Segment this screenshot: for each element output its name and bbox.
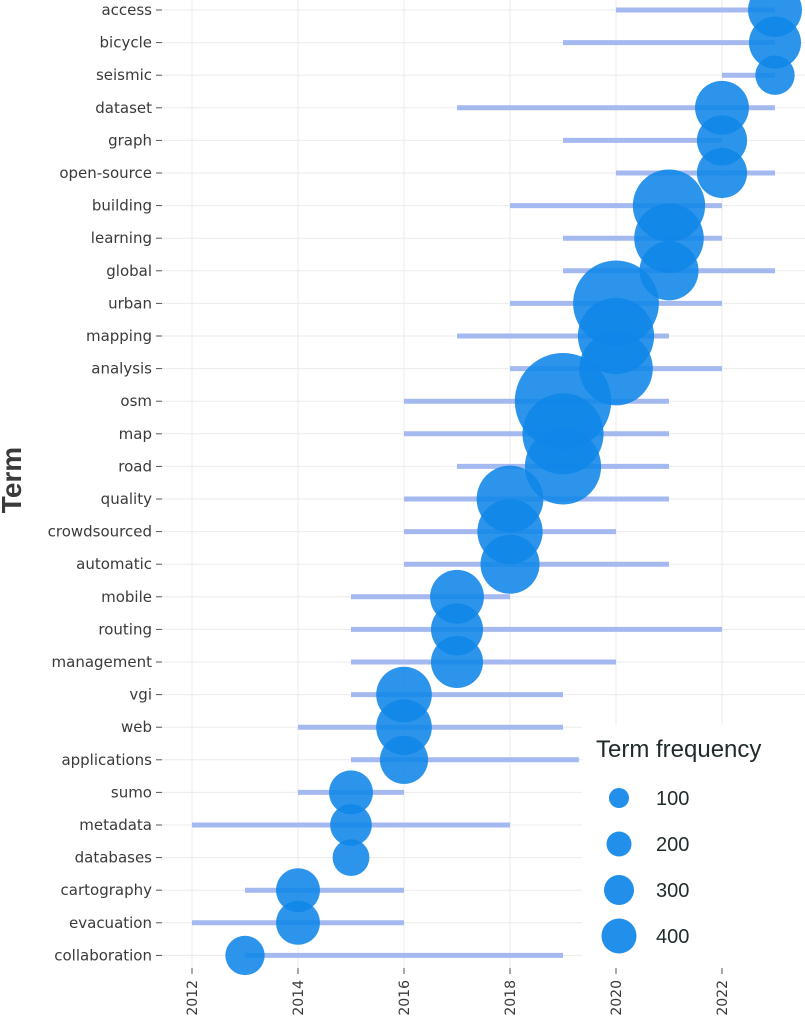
term-label: evacuation bbox=[69, 914, 152, 932]
frequency-point bbox=[276, 900, 320, 945]
legend-swatch bbox=[604, 875, 634, 905]
frequency-point bbox=[524, 428, 602, 505]
x-tick-label: 2022 bbox=[715, 980, 731, 1016]
term-label: quality bbox=[101, 490, 152, 508]
frequency-point bbox=[696, 147, 748, 199]
legend-title: Term frequency bbox=[596, 736, 761, 763]
frequency-point bbox=[225, 935, 265, 976]
term-label: mapping bbox=[86, 327, 152, 345]
legend-label: 100 bbox=[656, 788, 689, 810]
frequency-point bbox=[379, 735, 429, 784]
legend: Term frequency 100 200 300 400 bbox=[582, 725, 805, 968]
term-label: open-source bbox=[59, 164, 152, 182]
frequency-point bbox=[748, 16, 802, 69]
frequency-point bbox=[332, 839, 370, 877]
term-label: map bbox=[119, 425, 152, 443]
term-label: analysis bbox=[91, 360, 152, 378]
term-label: mobile bbox=[101, 588, 152, 606]
y-axis-title: Term bbox=[0, 447, 27, 513]
legend-swatch bbox=[601, 918, 637, 954]
legend-swatch bbox=[609, 788, 629, 808]
legend-items: 100 200 300 400 bbox=[601, 788, 689, 954]
term-label: automatic bbox=[76, 555, 152, 573]
term-label: dataset bbox=[95, 99, 152, 117]
term-label: metadata bbox=[79, 816, 152, 834]
legend-swatch bbox=[606, 831, 632, 857]
frequency-point bbox=[430, 635, 484, 689]
term-label: routing bbox=[98, 620, 152, 638]
x-tick-label: 2020 bbox=[609, 980, 625, 1016]
term-label: learning bbox=[91, 229, 152, 247]
x-tick-label: 2012 bbox=[185, 980, 201, 1016]
x-tick-label: 2014 bbox=[291, 980, 307, 1016]
term-label: crowdsourced bbox=[48, 523, 152, 541]
term-label: access bbox=[101, 1, 152, 19]
term-label: sumo bbox=[111, 783, 152, 801]
x-axis-ticks: 2012 2014 2016 2018 2020 2022 bbox=[185, 968, 731, 1016]
term-label: road bbox=[118, 457, 152, 475]
term-label: vgi bbox=[129, 686, 152, 704]
term-label: cartography bbox=[61, 881, 153, 899]
legend-label: 400 bbox=[656, 926, 689, 948]
term-label: databases bbox=[75, 849, 153, 867]
point-layer bbox=[225, 0, 802, 976]
term-label: osm bbox=[120, 392, 152, 410]
x-tick-label: 2016 bbox=[397, 980, 413, 1016]
term-labels: access bicycle seismic dataset graph open-sou… bbox=[48, 1, 162, 964]
term-label: collaboration bbox=[54, 946, 152, 964]
frequency-point bbox=[755, 55, 795, 95]
frequency-point bbox=[276, 868, 320, 913]
term-label: applications bbox=[61, 751, 152, 769]
term-label: building bbox=[92, 197, 152, 215]
term-label: global bbox=[106, 262, 152, 280]
frequency-point bbox=[480, 534, 540, 594]
term-label: seismic bbox=[96, 66, 152, 84]
term-label: graph bbox=[108, 131, 152, 149]
term-label: urban bbox=[108, 294, 152, 312]
legend-label: 200 bbox=[656, 834, 689, 856]
legend-label: 300 bbox=[656, 880, 689, 902]
frequency-point bbox=[329, 770, 373, 815]
frequency-point bbox=[330, 804, 372, 846]
term-label: bicycle bbox=[100, 34, 152, 52]
x-tick-label: 2018 bbox=[503, 980, 519, 1016]
term-label: web bbox=[121, 718, 152, 736]
term-label: management bbox=[52, 653, 153, 671]
